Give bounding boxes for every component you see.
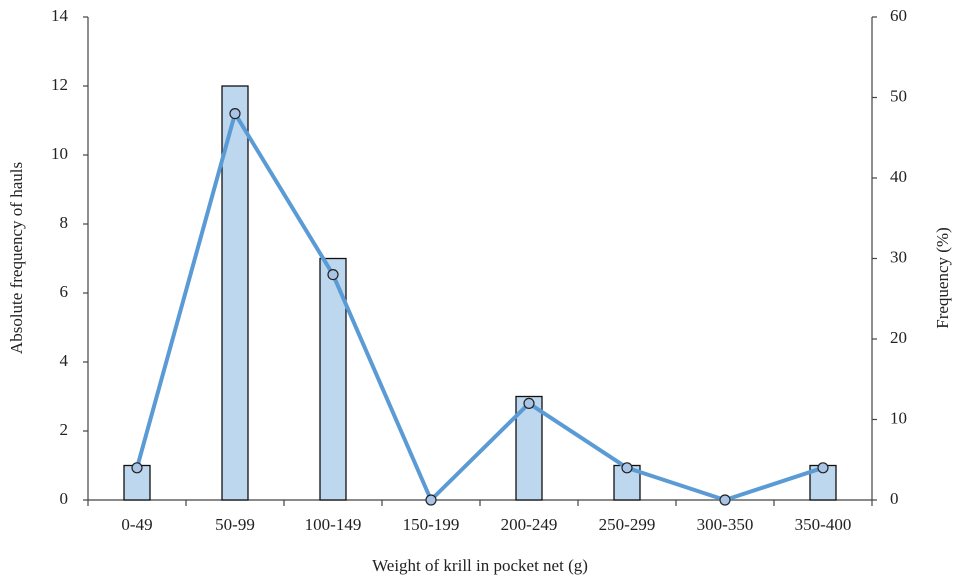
y2-tick-label: 60 — [890, 6, 907, 25]
y2-tick-label: 40 — [890, 167, 907, 186]
x-tick-label: 200-249 — [501, 515, 558, 534]
bar — [221, 85, 249, 501]
y-tick-label: 2 — [60, 420, 69, 439]
y2-tick-label: 20 — [890, 328, 907, 347]
y2-tick-label: 30 — [890, 247, 907, 266]
line — [135, 111, 824, 502]
y-tick-label: 6 — [60, 282, 69, 301]
x-tick-label: 300-350 — [697, 515, 754, 534]
y-tick-label: 12 — [51, 75, 68, 94]
y-tick-label: 0 — [60, 489, 69, 508]
y2-axis-title: Frequency (%) — [933, 227, 952, 329]
y-tick-label: 8 — [60, 213, 69, 232]
y2-tick-label: 50 — [890, 86, 907, 105]
y-tick-label: 14 — [51, 6, 69, 25]
point — [523, 397, 535, 409]
x-tick-label: 0-49 — [121, 515, 152, 534]
y-tick-label: 10 — [51, 144, 68, 163]
y2-tick-label: 0 — [890, 489, 899, 508]
x-tick-label: 150-199 — [403, 515, 460, 534]
point — [327, 269, 339, 281]
x-axis-title: Weight of krill in pocket net (g) — [372, 556, 588, 575]
x-tick-label: 50-99 — [215, 515, 255, 534]
x-tick-label: 350-400 — [795, 515, 852, 534]
x-tick-label: 100-149 — [305, 515, 362, 534]
point — [719, 494, 731, 506]
point — [425, 494, 437, 506]
point — [229, 107, 241, 120]
point — [621, 462, 633, 474]
y-axis-title: Absolute frequency of hauls — [7, 162, 26, 354]
point — [817, 462, 829, 474]
point — [131, 462, 143, 474]
x-tick-label: 250-299 — [599, 515, 656, 534]
y2-tick-label: 10 — [890, 408, 907, 427]
y-tick-label: 4 — [60, 351, 69, 370]
